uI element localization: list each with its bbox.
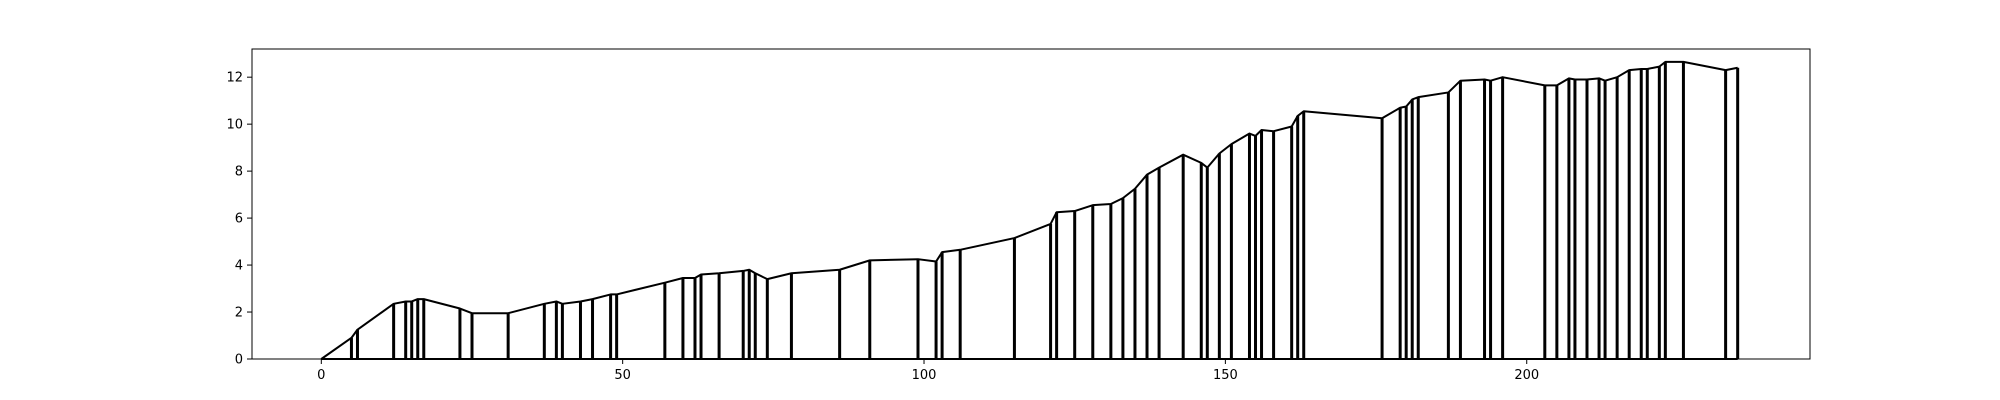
x-tick-label: 100 bbox=[912, 368, 937, 383]
series-line bbox=[320, 60, 1738, 360]
x-tick-label: 0 bbox=[317, 368, 325, 383]
y-tick-label: 2 bbox=[235, 306, 243, 321]
y-tick-label: 6 bbox=[235, 212, 243, 227]
x-tick-label: 200 bbox=[1514, 368, 1539, 383]
y-tick-label: 0 bbox=[235, 353, 243, 368]
x-tick-label: 50 bbox=[614, 368, 631, 383]
y-axis: 0 2 4 6 8 10 12 bbox=[226, 71, 252, 368]
x-axis: 0 50 100 150 200 bbox=[317, 359, 1539, 383]
x-tick-label: 150 bbox=[1213, 368, 1238, 383]
y-tick-label: 12 bbox=[226, 71, 243, 86]
y-tick-label: 8 bbox=[235, 165, 243, 180]
series-layer bbox=[320, 60, 1740, 360]
y-tick-label: 4 bbox=[235, 259, 243, 274]
plot-frame bbox=[251, 48, 1811, 360]
y-tick-label: 10 bbox=[226, 118, 243, 133]
